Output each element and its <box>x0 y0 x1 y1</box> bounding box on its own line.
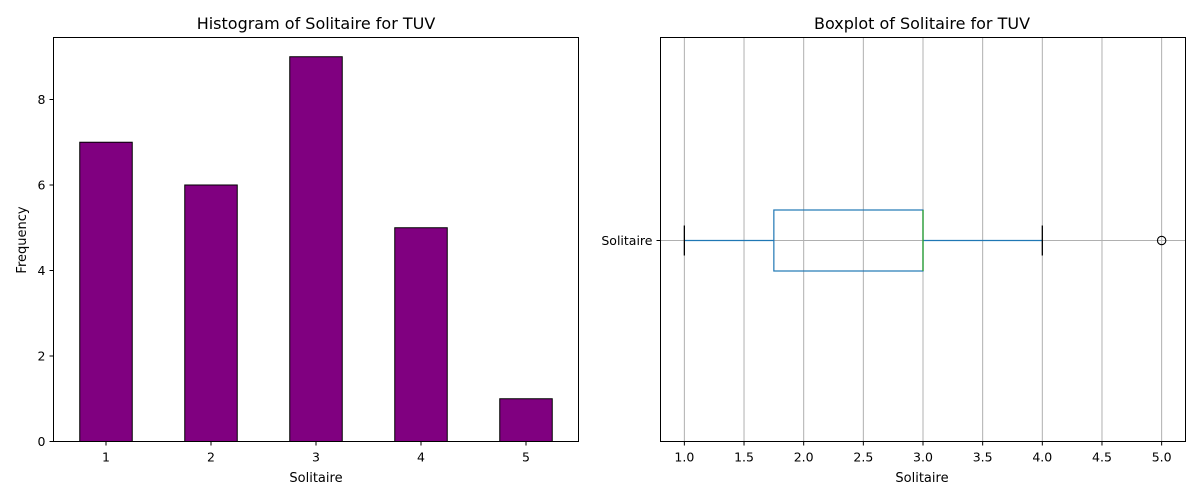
histogram-plot-frame <box>53 37 579 442</box>
histogram-bar-2 <box>184 184 238 442</box>
histogram-x-tick-label: 3 <box>312 450 320 465</box>
boxplot-x-tick-label: 3.5 <box>973 450 993 465</box>
boxplot-title: Boxplot of Solitaire for TUV <box>814 14 1030 33</box>
histogram-y-tick-label: 2 <box>38 348 46 363</box>
boxplot-x-tick-label: 2.0 <box>794 450 814 465</box>
histogram-x-tick-label: 1 <box>102 450 110 465</box>
boxplot-x-tick-label: 4.5 <box>1092 450 1112 465</box>
boxplot-x-tick-label: 5.0 <box>1152 450 1172 465</box>
histogram-y-tick-label: 0 <box>38 434 46 449</box>
histogram-x-tick-label: 5 <box>522 450 530 465</box>
boxplot-outlier-point <box>1156 235 1167 246</box>
boxplot-x-tick-label: 1.0 <box>674 450 694 465</box>
histogram-bar-3 <box>289 56 343 442</box>
boxplot-x-tick-label: 3.0 <box>913 450 933 465</box>
histogram-y-tick-label: 6 <box>38 177 46 192</box>
histogram-x-axis-label: Solitaire <box>289 471 342 486</box>
histogram-bar-5 <box>499 398 553 443</box>
boxplot-x-tick-label: 2.5 <box>853 450 873 465</box>
boxplot-x-tick-label: 1.5 <box>734 450 754 465</box>
histogram-x-tick-label: 4 <box>417 450 425 465</box>
histogram-y-tick-label: 8 <box>38 92 46 107</box>
histogram-bar-4 <box>394 227 448 442</box>
boxplot-panel: Boxplot of Solitaire for TUV Solitaire 1… <box>601 14 1186 486</box>
boxplot-y-tick-label: Solitaire <box>601 233 652 248</box>
boxplot-plot-frame <box>660 37 1186 442</box>
boxplot-x-tick-label: 4.0 <box>1032 450 1052 465</box>
histogram-bar-1 <box>79 141 133 442</box>
histogram-y-axis-label: Frequency <box>15 206 30 273</box>
boxplot-x-axis-label: Solitaire <box>895 471 948 486</box>
histogram-title: Histogram of Solitaire for TUV <box>197 14 436 33</box>
histogram-x-tick-label: 2 <box>207 450 215 465</box>
histogram-panel: Histogram of Solitaire for TUV Solitaire… <box>15 14 579 486</box>
histogram-y-tick-label: 4 <box>38 263 46 278</box>
